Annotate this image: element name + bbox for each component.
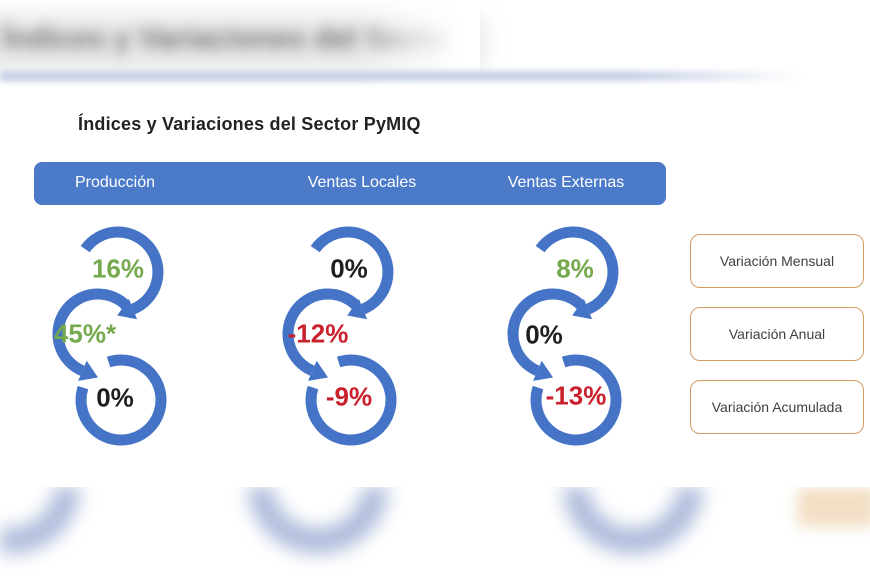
value-produccion-mensual: 16% [91, 253, 145, 284]
value-ventas-locales-anual: -12% [287, 318, 349, 349]
legend-box-label: Variación Acumulada [711, 399, 843, 415]
blurred-bottom-band [0, 487, 870, 580]
page-title: Índices y Variaciones del Sector PyMIQ [78, 114, 421, 134]
value-ventas-locales-acumulada: -9% [325, 381, 373, 412]
legend-box-variacion-acumulada: Variación Acumulada [690, 380, 864, 434]
blurred-divider-line [0, 71, 802, 81]
column-header-bar: Producción Ventas Locales Ventas Externa… [34, 162, 666, 205]
value-produccion-anual: 45%* [53, 318, 117, 349]
value-ventas-locales-mensual: 0% [330, 253, 368, 284]
value-ventas-externas-mensual: 8% [556, 253, 594, 284]
blurred-arcs-reflection [0, 487, 704, 554]
column-header-ventas-externas: Ventas Externas [507, 174, 625, 191]
blurred-top-band: Índices y Variaciones del Sector PyMIQ [0, 0, 870, 86]
value-ventas-externas-acumulada: -13% [545, 380, 607, 411]
legend-box-variacion-mensual: Variación Mensual [690, 234, 864, 288]
value-produccion-acumulada: 0% [96, 382, 134, 413]
column-header-ventas-locales: Ventas Locales [307, 174, 417, 191]
blurred-legend-box-reflection [797, 487, 870, 527]
report-card: Índices y Variaciones del Sector PyMIQ P… [0, 86, 870, 487]
legend-box-label: Variación Mensual [719, 253, 835, 269]
column-header-produccion: Producción [74, 174, 156, 191]
legend-box-variacion-anual: Variación Anual [690, 307, 864, 361]
value-ventas-externas-anual: 0% [525, 319, 563, 350]
legend-box-label: Variación Anual [728, 326, 826, 342]
